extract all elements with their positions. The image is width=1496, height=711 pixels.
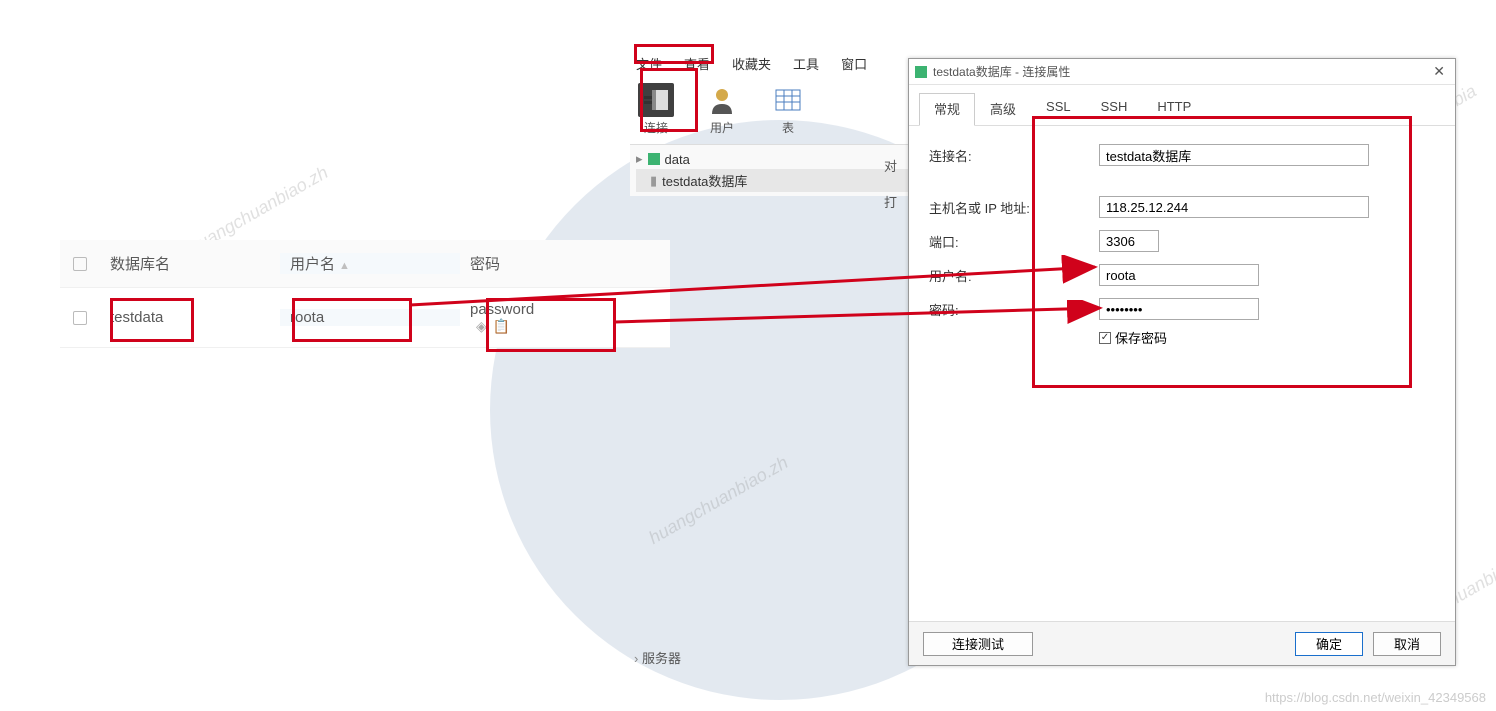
input-pwd[interactable] [1099,298,1259,320]
dialog-tabs: 常规 高级 SSL SSH HTTP [909,85,1455,126]
dialog-titlebar: testdata数据库 - 连接属性 ✕ [909,59,1455,85]
tree-item-data[interactable]: ▸ data [636,149,914,169]
connection-properties-dialog: testdata数据库 - 连接属性 ✕ 常规 高级 SSL SSH HTTP … [908,58,1456,666]
connection-icon [648,153,660,165]
input-host[interactable] [1099,196,1369,218]
tree-label: testdata数据库 [662,171,747,190]
dialog-title-text: testdata数据库 - 连接属性 [933,63,1070,80]
table-icon [770,83,806,117]
header-dbname[interactable]: 数据库名 [100,253,280,274]
header-password[interactable]: 密码 [460,253,640,274]
side-label-objects: 对 [884,156,897,175]
app-icon [915,66,927,78]
close-button[interactable]: ✕ [1429,63,1449,80]
footer-credit: https://blog.csdn.net/weixin_42349568 [1265,690,1486,705]
cell-dbname: testdata [100,309,280,326]
toolbar: 连接 用户 表 [630,77,920,144]
ok-button[interactable]: 确定 [1295,632,1363,656]
chevron-right-icon: ▸ [636,151,643,167]
label-save-pwd: 保存密码 [1115,328,1167,347]
input-port[interactable] [1099,230,1159,252]
dialog-body: 连接名: 主机名或 IP 地址: 端口: 用户名: 密码: ✓ 保存密码 [909,126,1455,357]
user-icon [704,83,740,117]
db-icon: ▮ [650,173,657,189]
tab-ssl[interactable]: SSL [1031,93,1086,125]
tab-advanced[interactable]: 高级 [975,93,1031,125]
menu-window[interactable]: 窗口 [841,54,867,73]
tab-http[interactable]: HTTP [1142,93,1206,125]
save-pwd-checkbox[interactable]: ✓ [1099,332,1111,344]
user-button[interactable]: 用户 [704,83,740,136]
label-user: 用户名: [929,266,1099,285]
table-row[interactable]: testdata roota password ◈ 📋 [60,288,670,348]
cancel-button[interactable]: 取消 [1373,632,1441,656]
row-port: 端口: [929,230,1435,252]
server-label: › 服务器 [634,648,681,667]
connect-label: 连接 [644,119,668,136]
label-port: 端口: [929,232,1099,251]
sort-asc-icon: ▲ [339,260,350,272]
row-host: 主机名或 IP 地址: [929,196,1435,218]
cell-password: password ◈ 📋 [460,301,640,335]
tree-item-testdata[interactable]: ▮ testdata数据库 [636,169,914,192]
row-checkbox[interactable] [73,311,87,325]
tab-general[interactable]: 常规 [919,93,975,126]
table-label: 表 [782,119,794,136]
menu-bar: 文件 查看 收藏夹 工具 窗口 [630,50,920,77]
row-save-pwd: ✓ 保存密码 [1099,328,1435,347]
menu-view[interactable]: 查看 [684,54,710,73]
label-pwd: 密码: [929,300,1099,319]
menu-file[interactable]: 文件 [636,54,662,73]
side-label-open: 打 [884,192,897,211]
tab-ssh[interactable]: SSH [1086,93,1143,125]
header-username[interactable]: 用户名▲ [280,253,460,274]
row-pwd: 密码: [929,298,1435,320]
connection-tree: ▸ data ▮ testdata数据库 [630,144,920,196]
table-button[interactable]: 表 [770,83,806,136]
database-table: 数据库名 用户名▲ 密码 testdata roota password ◈ 📋 [60,240,670,348]
label-host: 主机名或 IP 地址: [929,198,1099,217]
row-conn-name: 连接名: [929,144,1435,166]
tree-label: data [665,152,690,167]
cell-username: roota [280,309,460,326]
input-user[interactable] [1099,264,1259,286]
select-all-checkbox[interactable] [73,257,87,271]
plug-icon [638,83,674,117]
table-header-row: 数据库名 用户名▲ 密码 [60,240,670,288]
dialog-footer: 连接测试 确定 取消 [909,621,1455,665]
test-connection-button[interactable]: 连接测试 [923,632,1033,656]
user-label: 用户 [710,119,734,136]
eye-icon[interactable]: ◈ [476,318,487,335]
label-conn-name: 连接名: [929,146,1099,165]
input-conn-name[interactable] [1099,144,1369,166]
row-user: 用户名: [929,264,1435,286]
connect-button[interactable]: 连接 [638,83,674,136]
menu-tools[interactable]: 工具 [793,54,819,73]
copy-icon[interactable]: 📋 [493,318,510,335]
menu-fav[interactable]: 收藏夹 [732,54,771,73]
navicat-main-window: 文件 查看 收藏夹 工具 窗口 连接 用户 表 ▸ data [630,50,920,196]
